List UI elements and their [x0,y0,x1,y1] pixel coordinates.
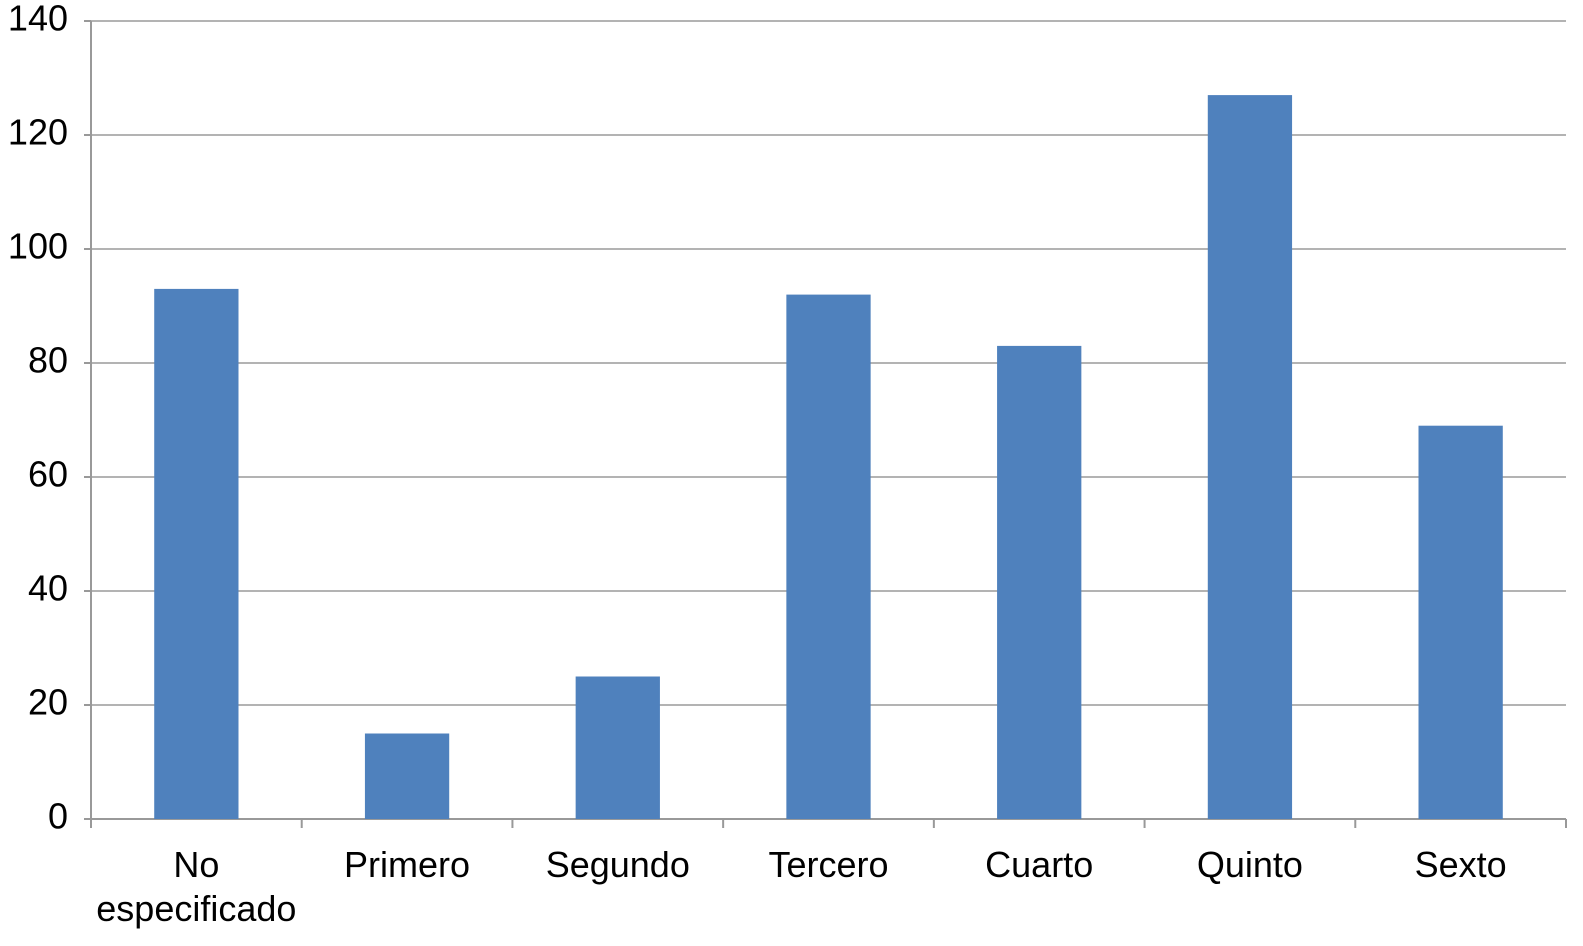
bar [786,294,871,820]
x-tick-label: Segundo [545,844,690,885]
bar [997,345,1082,819]
y-tick-label: 20 [28,682,68,723]
y-tick-label: 120 [8,112,68,153]
x-tick-label: No especificado [96,844,297,929]
bar [1207,95,1293,820]
y-tick-label: 100 [8,226,68,267]
y-tick-label: 80 [28,340,68,381]
y-tick-label: 40 [28,568,68,609]
x-tick-label: Tercero [768,844,889,885]
y-tick-label: 0 [48,796,68,837]
x-tick-label: Quinto [1196,844,1303,885]
y-tick-label: 140 [8,0,68,39]
bar [1418,425,1503,819]
bar [364,733,450,819]
y-tick-label: 60 [28,454,68,495]
x-tick-label: Primero [344,844,471,885]
x-tick-label: Sexto [1414,844,1507,885]
x-tick-label: Cuarto [985,844,1094,885]
bar [575,676,660,819]
bar [154,288,239,819]
